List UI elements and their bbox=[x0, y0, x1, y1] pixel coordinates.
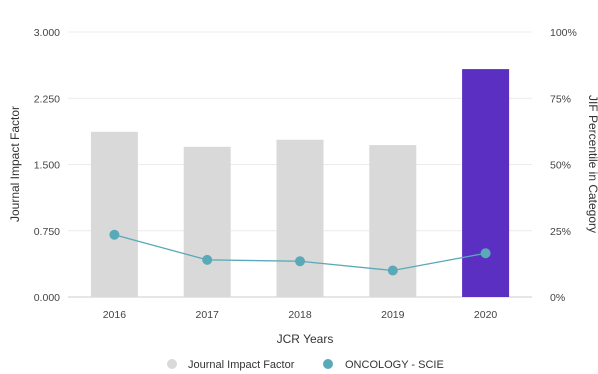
y-tick-label: 0.000 bbox=[34, 292, 60, 304]
x-tick-label: 2016 bbox=[103, 309, 127, 321]
y-tick-label: 0.750 bbox=[34, 226, 60, 238]
y-tick-label: 1.500 bbox=[34, 160, 60, 172]
legend-swatch-impact-factor bbox=[167, 359, 177, 369]
legend-item-oncology[interactable]: ONCOLOGY - SCIE bbox=[323, 359, 444, 371]
bar-2017[interactable] bbox=[183, 146, 231, 297]
y2-tick-label: 0% bbox=[550, 292, 565, 304]
bar-series bbox=[90, 69, 510, 297]
y2-axis-title: JIF Percentile in Category bbox=[586, 95, 598, 233]
y-axis-title: Journal Impact Factor bbox=[8, 106, 22, 222]
legend-label-impact-factor: Journal Impact Factor bbox=[188, 359, 295, 371]
bar-2018[interactable] bbox=[276, 139, 324, 297]
x-tick-label: 2019 bbox=[381, 309, 405, 321]
x-tick-label: 2017 bbox=[196, 309, 220, 321]
y-tick-label: 3.000 bbox=[34, 27, 60, 39]
bar-2016[interactable] bbox=[90, 131, 138, 297]
legend-label-oncology: ONCOLOGY - SCIE bbox=[345, 359, 444, 371]
legend-swatch-oncology bbox=[323, 359, 333, 369]
line-point-2019[interactable] bbox=[387, 265, 398, 276]
y-axis-right: 0% 25% 50% 75% 100% bbox=[550, 27, 577, 304]
line-series bbox=[109, 229, 491, 276]
y2-tick-label: 75% bbox=[550, 93, 571, 105]
legend-item-impact-factor[interactable]: Journal Impact Factor bbox=[167, 359, 295, 371]
y-axis-left: 0.000 0.750 1.500 2.250 3.000 bbox=[34, 27, 60, 304]
line-point-2020[interactable] bbox=[480, 248, 491, 259]
y2-tick-label: 25% bbox=[550, 226, 571, 238]
line-point-2016[interactable] bbox=[109, 229, 120, 240]
legend: Journal Impact Factor ONCOLOGY - SCIE bbox=[167, 359, 444, 371]
bar-2020[interactable] bbox=[462, 69, 510, 297]
y-tick-label: 2.250 bbox=[34, 93, 60, 105]
line-point-2017[interactable] bbox=[202, 254, 213, 265]
x-tick-label: 2018 bbox=[288, 309, 312, 321]
line-point-2018[interactable] bbox=[295, 256, 305, 267]
y2-tick-label: 50% bbox=[550, 160, 571, 172]
y2-tick-label: 100% bbox=[550, 27, 577, 39]
x-axis: 2016 2017 2018 2019 2020 bbox=[103, 309, 498, 321]
x-tick-label: 2020 bbox=[474, 309, 498, 321]
x-axis-title: JCR Years bbox=[277, 332, 334, 346]
